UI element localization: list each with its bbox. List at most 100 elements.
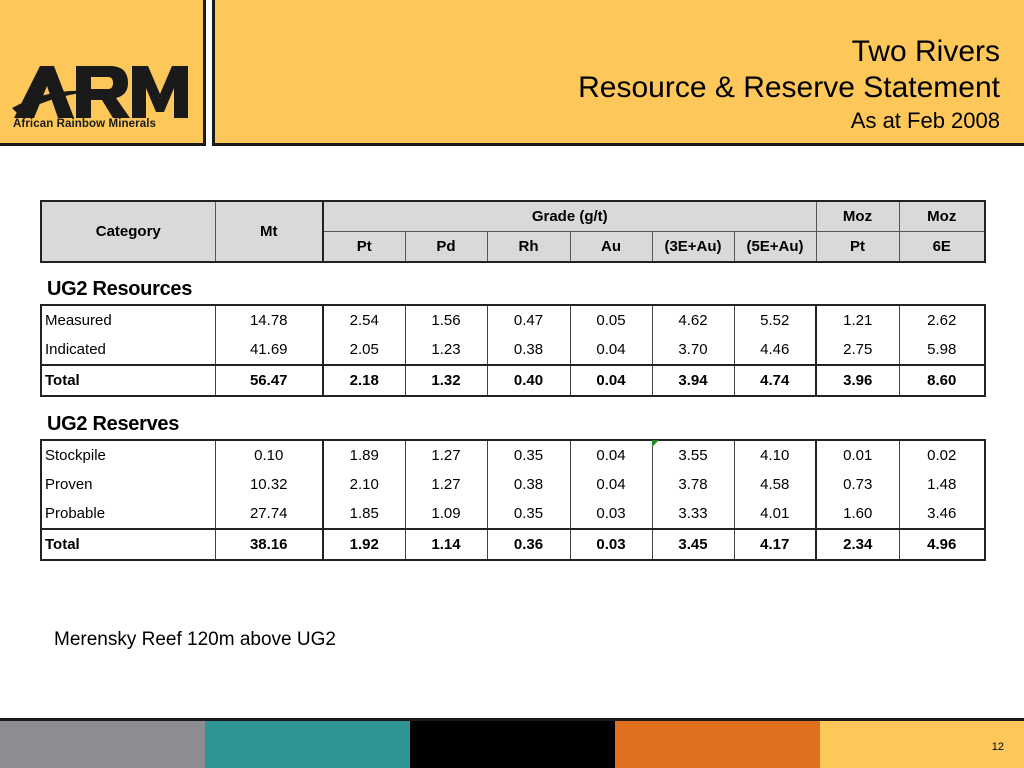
cell-cat: Proven: [40, 470, 216, 499]
cell-pd: 1.32: [404, 364, 488, 396]
cell-moz6e: 8.60: [898, 364, 986, 396]
cell-e5: 4.58: [733, 470, 817, 499]
comment-marker-icon: [652, 440, 659, 447]
header-3e-au: (3E+Au): [651, 231, 735, 263]
cell-cat: Measured: [40, 305, 216, 335]
header-divider: [212, 0, 215, 146]
cell-au: 0.04: [569, 335, 653, 365]
header-mt: Mt: [214, 200, 324, 263]
header-divider: [203, 0, 206, 146]
cell-pt: 2.10: [322, 470, 406, 499]
resources-title: UG2 Resources: [47, 278, 193, 300]
cell-mt: 56.47: [214, 364, 324, 396]
title-line-1: Two Rivers: [851, 35, 1000, 68]
cell-pt: 1.92: [322, 528, 406, 560]
cell-cat: Total: [40, 364, 216, 396]
cell-pd: 1.27: [404, 440, 488, 470]
cell-e3: 3.55: [651, 440, 735, 470]
header-rh: Rh: [486, 231, 571, 263]
cell-rh: 0.36: [486, 528, 571, 560]
cell-au: 0.04: [569, 364, 653, 396]
cell-e5: 5.52: [733, 305, 817, 335]
cell-mozpt: 0.73: [815, 470, 900, 499]
cell-mozpt: 2.75: [815, 335, 900, 365]
header-au: Au: [569, 231, 653, 263]
cell-moz6e: 5.98: [898, 335, 986, 365]
footer-stripe-teal: [205, 721, 410, 768]
table-row: Total 38.16 1.92 1.14 0.36 0.03 3.45 4.17 2.34 4.…: [40, 528, 986, 560]
cell-pd: 1.27: [404, 470, 488, 499]
footnote: Merensky Reef 120m above UG2: [54, 629, 336, 650]
cell-e5: 4.01: [733, 499, 817, 529]
cell-cat: Probable: [40, 499, 216, 529]
cell-moz6e: 0.02: [898, 440, 986, 470]
cell-au: 0.03: [569, 528, 653, 560]
cell-pd: 1.23: [404, 335, 488, 365]
table-row: Measured 14.78 2.54 1.56 0.47 0.05 4.62 5.52 1.2…: [40, 305, 986, 335]
cell-e3: 4.62: [651, 305, 735, 335]
cell-rh: 0.35: [486, 499, 571, 529]
cell-moz6e: 2.62: [898, 305, 986, 335]
cell-mt: 10.32: [214, 470, 324, 499]
logo-subtitle: African Rainbow Minerals: [13, 118, 156, 130]
cell-cat: Total: [40, 528, 216, 560]
slide-header: African Rainbow Minerals Two Rivers Reso…: [0, 0, 1024, 146]
table-row: Stockpile 0.10 1.89 1.27 0.35 0.04 3.55 4.10 0.0…: [40, 440, 986, 470]
cell-cat: Stockpile: [40, 440, 216, 470]
footer-stripe-grey: [0, 721, 205, 768]
cell-mt: 14.78: [214, 305, 324, 335]
logo-panel: African Rainbow Minerals: [0, 0, 203, 143]
header-pt: Pt: [322, 231, 406, 263]
cell-rh: 0.38: [486, 470, 571, 499]
table-row: Proven 10.32 2.10 1.27 0.38 0.04 3.78 4.58 0.73 1…: [40, 470, 986, 499]
cell-mt: 27.74: [214, 499, 324, 529]
cell-rh: 0.35: [486, 440, 571, 470]
header-pd: Pd: [404, 231, 488, 263]
cell-e5: 4.10: [733, 440, 817, 470]
cell-au: 0.04: [569, 470, 653, 499]
cell-au: 0.03: [569, 499, 653, 529]
cell-pt: 2.05: [322, 335, 406, 365]
header-moz-pt-top: Moz: [815, 200, 900, 232]
cell-cat: Indicated: [40, 335, 216, 365]
cell-e3: 3.70: [651, 335, 735, 365]
header-divider-gap: [206, 0, 212, 146]
reserves-title: UG2 Reserves: [47, 413, 180, 435]
table-row: Probable 27.74 1.85 1.09 0.35 0.03 3.33 4.01 1.6…: [40, 499, 986, 529]
cell-mozpt: 0.01: [815, 440, 900, 470]
arm-logo-icon: [12, 66, 188, 118]
cell-e3: 3.94: [651, 364, 735, 396]
title-line-3: As at Feb 2008: [850, 108, 1000, 133]
table-row: Total 56.47 2.18 1.32 0.40 0.04 3.94 4.74 3.96 8.…: [40, 364, 986, 396]
cell-e5: 4.74: [733, 364, 817, 396]
cell-rh: 0.38: [486, 335, 571, 365]
header-category: Category: [40, 200, 216, 263]
page-number: 12: [991, 741, 1004, 753]
footer-stripe-orange: [615, 721, 820, 768]
footer-stripe-yellow: [820, 721, 1024, 768]
cell-rh: 0.47: [486, 305, 571, 335]
cell-mozpt: 1.21: [815, 305, 900, 335]
cell-mozpt: 3.96: [815, 364, 900, 396]
cell-pd: 1.09: [404, 499, 488, 529]
resources-table: Measured 14.78 2.54 1.56 0.47 0.05 4.62 5.52 1.2…: [40, 304, 986, 397]
slide-footer: 12: [0, 718, 1024, 768]
cell-moz6e: 4.96: [898, 528, 986, 560]
cell-pt: 1.85: [322, 499, 406, 529]
cell-pt: 2.18: [322, 364, 406, 396]
reserves-table: Stockpile 0.10 1.89 1.27 0.35 0.04 3.55 4.10 0.0…: [40, 439, 986, 561]
cell-mozpt: 2.34: [815, 528, 900, 560]
cell-pd: 1.14: [404, 528, 488, 560]
cell-au: 0.05: [569, 305, 653, 335]
header-moz-pt-bottom: Pt: [815, 231, 900, 263]
cell-rh: 0.40: [486, 364, 571, 396]
header-moz-6e-bottom: 6E: [898, 231, 986, 263]
header-grade: Grade (g/t): [322, 200, 817, 232]
header-moz-6e-top: Moz: [898, 200, 986, 232]
slide-title: Two Rivers Resource & Reserve Statement …: [578, 34, 1000, 136]
cell-e3: 3.78: [651, 470, 735, 499]
cell-mt: 0.10: [214, 440, 324, 470]
cell-moz6e: 3.46: [898, 499, 986, 529]
cell-mt: 41.69: [214, 335, 324, 365]
cell-e3: 3.45: [651, 528, 735, 560]
